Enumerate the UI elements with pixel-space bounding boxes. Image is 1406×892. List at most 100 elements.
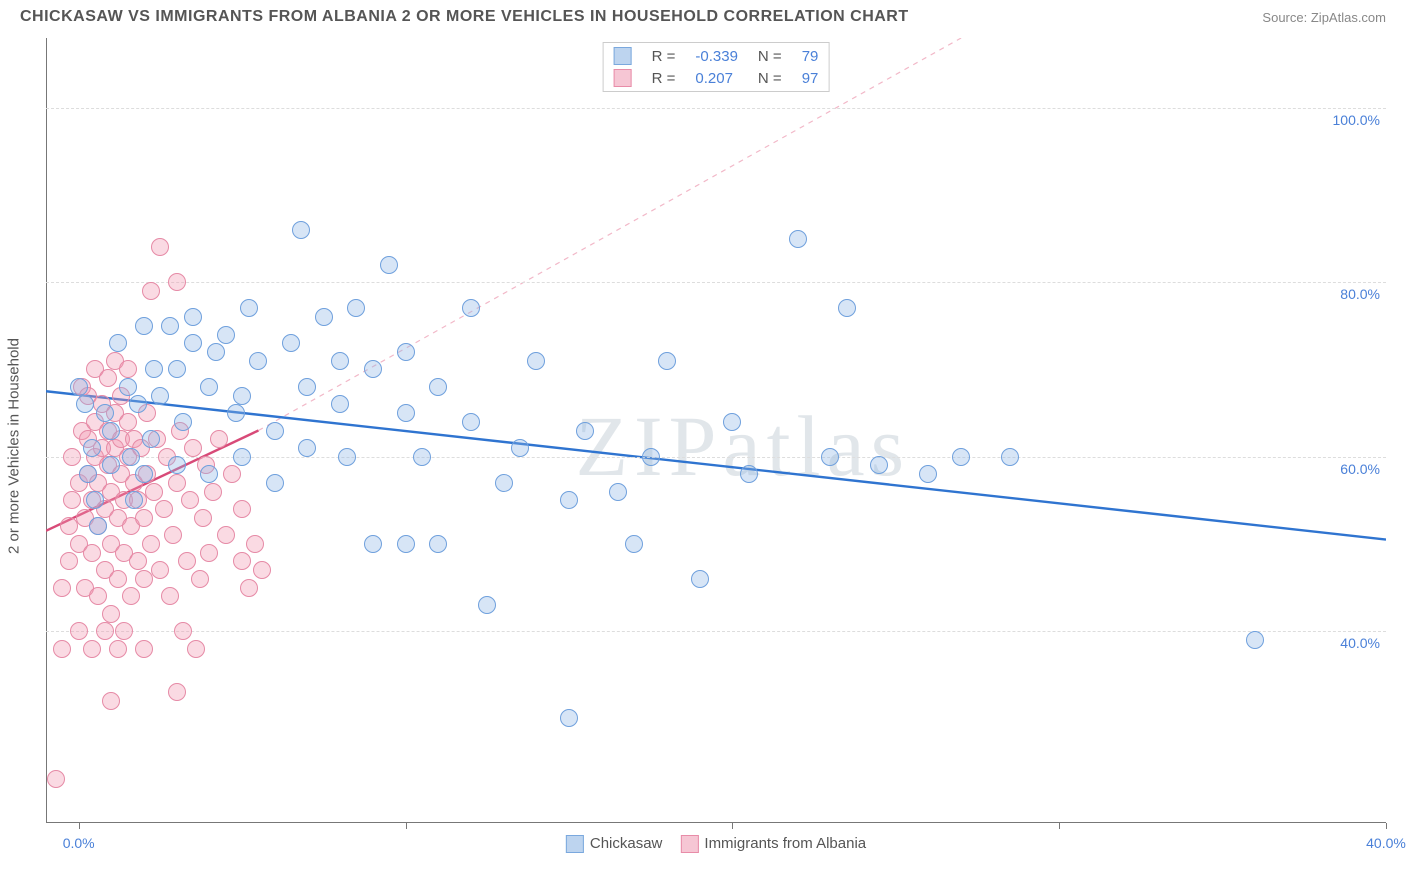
albania-point [96, 622, 114, 640]
legend-r-label: R = [642, 67, 686, 89]
legend-n-label: N = [748, 45, 792, 67]
chickasaw-point [233, 387, 251, 405]
albania-point [135, 509, 153, 527]
chickasaw-point [952, 448, 970, 466]
chickasaw-point [249, 352, 267, 370]
chickasaw-point [174, 413, 192, 431]
legend-n-value: 97 [792, 67, 829, 89]
chickasaw-point [298, 378, 316, 396]
chickasaw-point [658, 352, 676, 370]
albania-point [253, 561, 271, 579]
albania-point [53, 640, 71, 658]
chickasaw-point [609, 483, 627, 501]
trend-lines [46, 38, 1386, 853]
albania-point [99, 369, 117, 387]
y-tick-label: 60.0% [1340, 461, 1380, 477]
chickasaw-point [184, 308, 202, 326]
chickasaw-point [870, 456, 888, 474]
chickasaw-point [429, 535, 447, 553]
albania-point [174, 622, 192, 640]
albania-point [200, 544, 218, 562]
albania-point [70, 622, 88, 640]
chickasaw-point [315, 308, 333, 326]
albania-point [63, 448, 81, 466]
chickasaw-point [129, 395, 147, 413]
chickasaw-point [576, 422, 594, 440]
chickasaw-point [397, 343, 415, 361]
source-link[interactable]: ZipAtlas.com [1311, 10, 1386, 25]
chickasaw-point [789, 230, 807, 248]
albania-point [210, 430, 228, 448]
x-tick [1386, 823, 1387, 829]
albania-point [109, 640, 127, 658]
gridline [46, 631, 1386, 632]
albania-point [184, 439, 202, 457]
albania-point [119, 413, 137, 431]
chickasaw-point [331, 395, 349, 413]
chickasaw-point [168, 360, 186, 378]
albania-point [178, 552, 196, 570]
x-tick-label: 40.0% [1366, 835, 1406, 851]
chickasaw-point [397, 404, 415, 422]
albania-point [155, 500, 173, 518]
chickasaw-point [161, 317, 179, 335]
albania-point [122, 587, 140, 605]
chickasaw-point [102, 456, 120, 474]
chickasaw-point [292, 221, 310, 239]
y-axis-title: 2 or more Vehicles in Household [6, 338, 23, 554]
correlation-legend: R = -0.339 N = 79 R = 0.207 N = 97 [603, 42, 830, 92]
legend-item: Chickasaw [566, 835, 663, 853]
chickasaw-point [79, 465, 97, 483]
albania-point [187, 640, 205, 658]
albania-point [109, 570, 127, 588]
chickasaw-point [207, 343, 225, 361]
albania-point [145, 483, 163, 501]
albania-point [204, 483, 222, 501]
chickasaw-point [145, 360, 163, 378]
chickasaw-point [364, 360, 382, 378]
x-tick [732, 823, 733, 829]
albania-point [164, 526, 182, 544]
albania-point [246, 535, 264, 553]
chickasaw-point [919, 465, 937, 483]
chickasaw-point [184, 334, 202, 352]
legend-r-label: R = [642, 45, 686, 67]
legend-swatch [614, 69, 632, 87]
chickasaw-point [266, 422, 284, 440]
gridline [46, 108, 1386, 109]
chickasaw-point [135, 317, 153, 335]
albania-point [102, 605, 120, 623]
legend-item: Immigrants from Albania [680, 835, 866, 853]
x-tick-label: 0.0% [63, 835, 95, 851]
chickasaw-point [1246, 631, 1264, 649]
chickasaw-point [240, 299, 258, 317]
legend-n-value: 79 [792, 45, 829, 67]
albania-point [60, 552, 78, 570]
albania-point [47, 770, 65, 788]
legend-swatch [566, 835, 584, 853]
albania-point [233, 500, 251, 518]
y-axis-line [46, 38, 47, 823]
albania-point [53, 579, 71, 597]
chickasaw-point [527, 352, 545, 370]
albania-point [191, 570, 209, 588]
source-label: Source: ZipAtlas.com [1262, 10, 1386, 25]
chickasaw-point [691, 570, 709, 588]
chickasaw-point [86, 491, 104, 509]
chickasaw-point [560, 709, 578, 727]
albania-point [217, 526, 235, 544]
x-tick [406, 823, 407, 829]
chickasaw-point [76, 395, 94, 413]
albania-point [168, 683, 186, 701]
albania-point [168, 474, 186, 492]
gridline [46, 282, 1386, 283]
albania-point [151, 561, 169, 579]
x-tick [79, 823, 80, 829]
chickasaw-point [838, 299, 856, 317]
albania-point [102, 692, 120, 710]
albania-point [240, 579, 258, 597]
albania-point [135, 570, 153, 588]
y-tick-label: 100.0% [1333, 112, 1380, 128]
albania-point [151, 238, 169, 256]
chickasaw-point [142, 430, 160, 448]
